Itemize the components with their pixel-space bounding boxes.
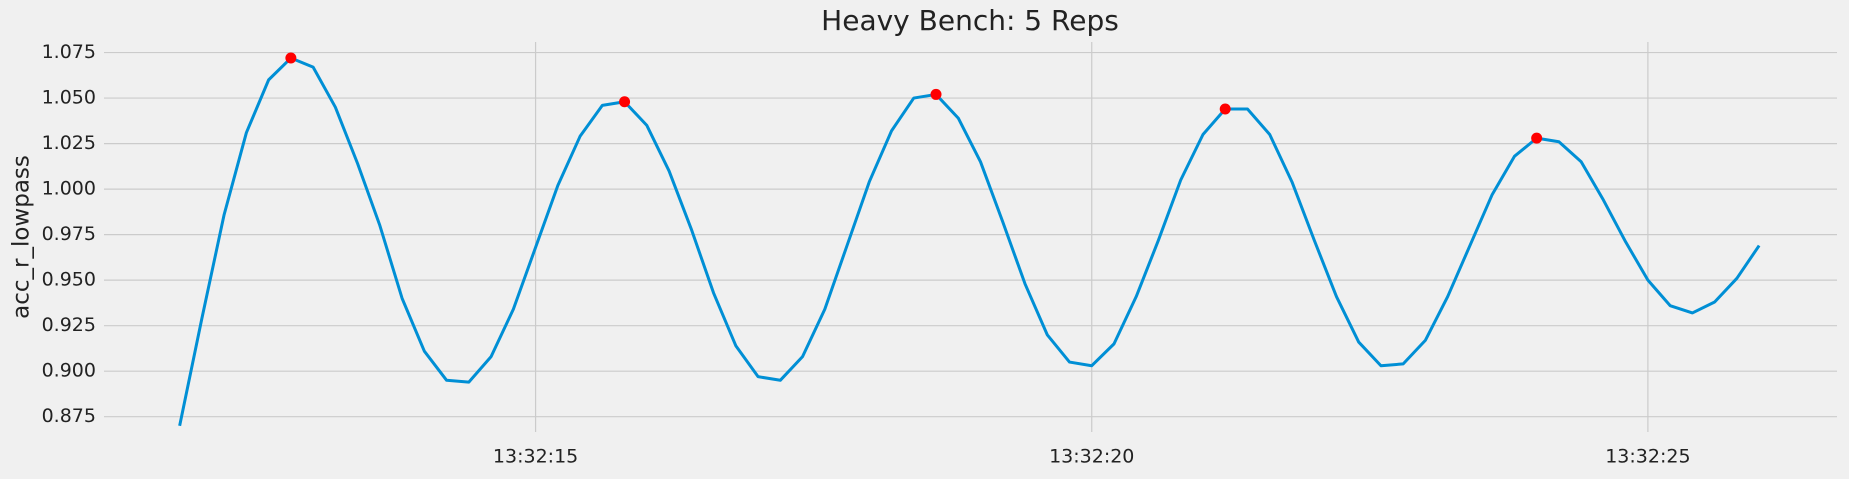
y-axis-label: acc_r_lowpass bbox=[9, 155, 35, 319]
peak-marker bbox=[930, 88, 942, 100]
data-line bbox=[178, 56, 1761, 427]
peak-marker bbox=[1219, 103, 1231, 115]
y-tick-label: 0.900 bbox=[42, 360, 96, 382]
chart-title: Heavy Bench: 5 Reps bbox=[821, 4, 1119, 37]
x-tick-label: 13:32:20 bbox=[1049, 446, 1134, 468]
peak-marker bbox=[285, 52, 297, 64]
y-tick-label: 0.875 bbox=[42, 405, 96, 427]
peak-marker bbox=[619, 96, 631, 108]
y-tick-label: 0.950 bbox=[42, 269, 96, 291]
y-tick-label: 1.050 bbox=[42, 87, 96, 109]
x-tick-label: 13:32:15 bbox=[493, 446, 578, 468]
peak-marker bbox=[1531, 132, 1543, 144]
y-tick-label: 0.975 bbox=[42, 223, 96, 245]
x-tick-label: 13:32:25 bbox=[1605, 446, 1690, 468]
y-tick-label: 0.925 bbox=[42, 314, 96, 336]
y-tick-label: 1.000 bbox=[42, 178, 96, 200]
y-tick-label: 1.025 bbox=[42, 132, 96, 154]
y-tick-label: 1.075 bbox=[42, 41, 96, 63]
